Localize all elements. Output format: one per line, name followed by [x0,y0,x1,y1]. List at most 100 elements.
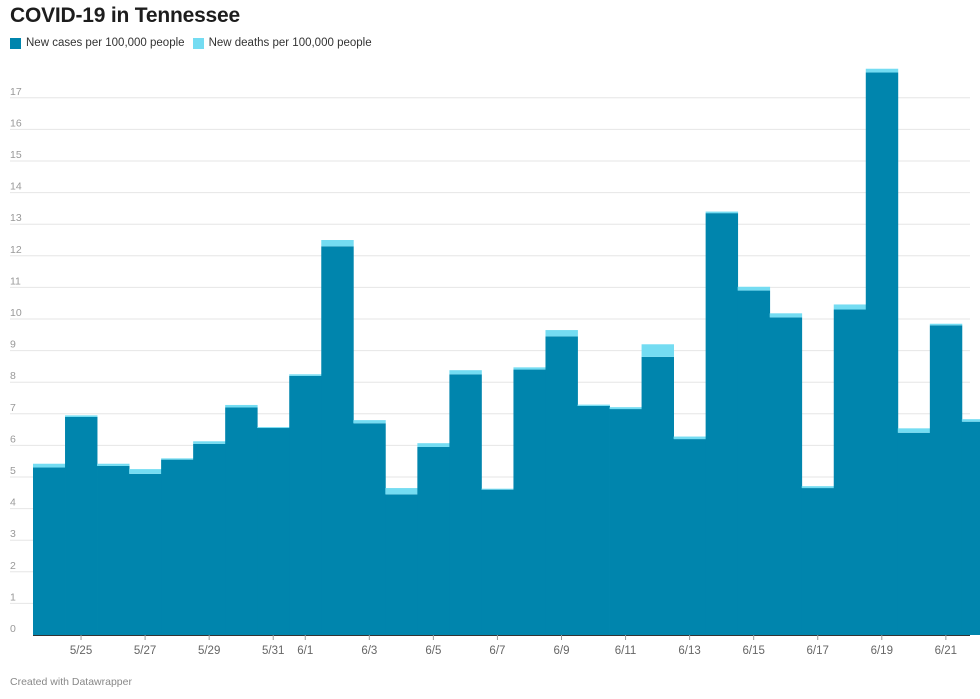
x-tick-label: 5/31 [262,645,284,657]
bar-cases [897,432,931,635]
x-tick-label: 6/1 [297,645,313,657]
bar-cases [641,356,674,635]
bar-cases [577,405,610,635]
bar-deaths [801,486,835,489]
y-tick-label: 6 [10,433,16,445]
bar-cases [321,246,354,635]
y-tick-label: 14 [10,181,22,193]
footer-credit: Created with Datawrapper [10,676,132,688]
bar-cases [865,72,899,635]
y-tick-label: 0 [10,623,16,635]
bar-deaths [545,330,578,337]
bar-deaths [257,427,290,429]
bar-cases [417,446,450,635]
bar-cases [65,416,98,635]
bar-cases [353,423,386,635]
bar-cases [801,488,835,635]
bar-cases [193,443,226,635]
y-tick-label: 8 [10,370,16,382]
bar-cases [289,375,322,635]
y-tick-label: 17 [10,86,22,98]
bar-deaths [865,68,899,73]
bar-cases [961,421,980,635]
bar-deaths [193,441,226,444]
x-tick-label: 6/7 [489,645,505,657]
bar-deaths [929,323,963,326]
bar-deaths [481,488,514,490]
x-tick-label: 6/17 [807,645,829,657]
bar-cases [449,374,482,635]
y-tick-label: 16 [10,117,22,129]
legend-item-deaths: New deaths per 100,000 people [192,37,372,49]
x-tick-label: 5/27 [134,645,156,657]
bar-cases [33,467,66,635]
bar-deaths [577,404,610,406]
bar-cases [705,213,739,635]
legend-swatch-cases [10,37,21,49]
bar-deaths [97,463,130,466]
bar-cases [481,489,514,635]
y-tick-label: 12 [10,244,22,256]
bar-deaths [449,370,482,375]
y-tick-label: 2 [10,560,16,572]
y-tick-label: 1 [10,591,16,603]
bar-cases [833,309,867,635]
x-tick-label: 6/3 [361,645,377,657]
bar-deaths [161,458,194,460]
bar-deaths [321,240,354,247]
y-tick-label: 11 [10,275,21,287]
y-tick-label: 9 [10,339,16,351]
x-tick-label: 6/13 [678,645,700,657]
bar-deaths [129,469,162,474]
bar-cases [609,409,642,635]
y-tick-label: 3 [10,528,16,540]
legend-label-cases: New cases per 100,000 people [26,37,185,49]
bar-cases [929,325,963,635]
legend-item-cases: New cases per 100,000 people [10,37,185,49]
bar-deaths [417,443,450,447]
y-tick-label: 15 [10,149,22,161]
bar-cases [257,428,290,635]
bar-deaths [65,415,98,417]
x-tick-label: 6/19 [871,645,893,657]
bar-deaths [897,428,931,433]
legend-swatch-deaths [192,37,204,49]
x-tick-label: 5/29 [198,645,220,657]
bar-deaths [353,420,386,424]
bar-cases [225,407,258,635]
bar-cases [737,290,771,635]
y-tick-label: 4 [10,497,16,509]
bar-deaths [673,436,707,440]
y-tick-label: 13 [10,212,22,224]
bar-deaths [737,286,771,291]
bar-deaths [705,211,739,214]
bar-deaths [961,419,980,422]
bar-cases [385,494,418,635]
bar-deaths [641,344,674,357]
x-tick-label: 6/11 [615,645,637,657]
bar-cases [161,459,194,635]
bar-deaths [225,404,258,408]
legend-label-deaths: New deaths per 100,000 people [208,37,372,49]
y-tick-label: 7 [10,402,16,414]
bar-deaths [289,374,322,376]
bar-deaths [609,407,642,410]
x-tick-label: 6/21 [935,645,957,657]
bar-deaths [385,488,418,495]
x-tick-label: 5/25 [70,645,92,657]
bar-deaths [769,313,803,318]
bar-deaths [513,367,546,370]
chart-title: COVID-19 in Tennessee [10,4,240,27]
bar-cases [129,473,162,635]
x-tick-label: 6/9 [553,645,569,657]
y-tick-label: 10 [10,307,22,319]
x-tick-label: 6/5 [425,645,441,657]
x-tick-label: 6/15 [742,645,764,657]
bar-deaths [833,304,867,310]
bar-cases [545,336,578,635]
bar-cases [769,317,803,635]
bar-deaths [33,463,66,468]
y-tick-label: 5 [10,465,16,477]
bar-cases [97,465,130,635]
